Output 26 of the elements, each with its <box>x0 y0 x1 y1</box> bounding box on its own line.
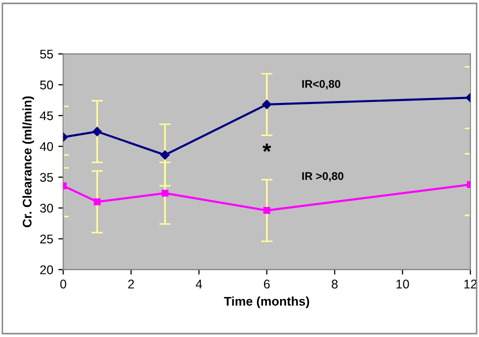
point <box>262 100 272 110</box>
series-label: IR >0,80 <box>302 172 344 182</box>
x-tick-label: 4 <box>196 280 202 288</box>
x-tick-label: 0 <box>60 280 66 289</box>
annotation: * <box>262 144 272 152</box>
point <box>162 190 168 197</box>
y-tick-label: 40 <box>40 142 54 152</box>
y-tick-label: 30 <box>40 204 54 213</box>
series-label: IR<0,80 <box>302 80 340 90</box>
x-tick-label: 6 <box>264 280 270 289</box>
y-tick-label: 50 <box>40 80 54 90</box>
point <box>160 150 170 160</box>
point <box>263 206 270 214</box>
y-tick-label: 35 <box>40 172 53 182</box>
point <box>92 126 102 136</box>
x-tick-label: 12 <box>464 280 477 288</box>
y-tick-label: 55 <box>40 50 53 59</box>
y-tick-label: 45 <box>40 111 53 120</box>
x-tick-label: 8 <box>332 280 338 289</box>
x-axis-title: Time (months) <box>224 296 310 308</box>
y-tick-label: 20 <box>40 265 54 274</box>
x-tick-label: 2 <box>128 280 134 288</box>
y-axis-title: Cr. Clearance (ml/min) <box>22 96 34 228</box>
point <box>94 198 101 206</box>
y-tick-label: 25 <box>40 234 53 244</box>
x-tick-label: 10 <box>396 280 409 289</box>
